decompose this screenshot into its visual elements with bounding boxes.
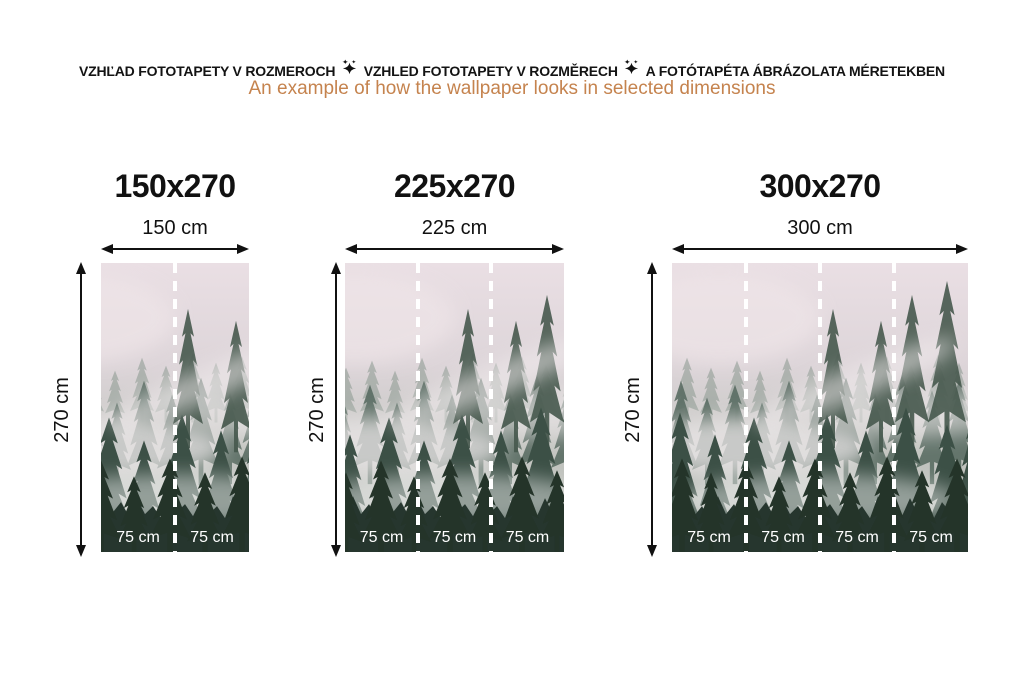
arrow-line xyxy=(684,248,956,250)
width-arrow xyxy=(101,243,249,255)
height-label: 270 cm xyxy=(51,377,73,443)
fold-divider-line xyxy=(892,263,896,552)
fold-divider-line xyxy=(173,263,177,552)
width-arrow xyxy=(345,243,564,255)
height-arrow xyxy=(330,262,342,557)
arrowhead-right-icon xyxy=(237,244,249,254)
arrowhead-down-icon xyxy=(76,545,86,557)
height-arrow xyxy=(75,262,87,557)
fold-divider-line xyxy=(818,263,822,552)
wallpaper-preview: 75 cm 75 cm xyxy=(101,263,249,552)
arrowhead-up-icon xyxy=(647,262,657,274)
dimension-panel-150x270: 150x270 150 cm 270 cm 75 cm 75 cm xyxy=(51,0,249,680)
fold-divider-line xyxy=(415,263,420,552)
segments-overlay: 75 cm 75 cm 75 cm 75 cm xyxy=(672,263,968,552)
fold-divider-line xyxy=(488,263,493,552)
arrowhead-right-icon xyxy=(956,244,968,254)
segments-overlay: 75 cm 75 cm 75 cm xyxy=(345,263,564,552)
panel-title: 225x270 xyxy=(393,168,516,204)
panel-title: 300x270 xyxy=(759,168,881,204)
segment-width-label: 75 cm xyxy=(116,529,160,546)
height-label: 270 cm xyxy=(306,377,328,443)
panel-segment: 75 cm xyxy=(744,263,820,552)
segment-width-label: 75 cm xyxy=(761,529,805,546)
page-title: VZHĽAD FOTOTAPETY V ROZMEROCH VZHLED FOT… xyxy=(0,59,1024,81)
height-label: 270 cm xyxy=(622,377,644,443)
title-part-hungarian: A FOTÓTAPÉTA ÁBRÁZOLATA MÉRETEKBEN xyxy=(645,63,946,80)
panel-segment: 75 cm xyxy=(101,263,175,552)
arrowhead-left-icon xyxy=(672,244,684,254)
title-part-czech: VZHLED FOTOTAPETY V ROZMĚRECH xyxy=(363,63,618,80)
segment-width-label: 75 cm xyxy=(359,529,404,546)
arrowhead-down-icon xyxy=(331,545,341,557)
arrowhead-up-icon xyxy=(331,262,341,274)
segment-width-label: 75 cm xyxy=(432,529,477,546)
panel-segment: 75 cm xyxy=(488,263,564,552)
arrow-line xyxy=(651,274,653,545)
arrowhead-up-icon xyxy=(76,262,86,274)
dimension-panel-225x270: 225x270 225 cm 270 cm 75 cm 75 cm 75 cm xyxy=(306,0,564,680)
fold-divider-line xyxy=(744,263,748,552)
arrowhead-left-icon xyxy=(345,244,357,254)
arrowhead-left-icon xyxy=(101,244,113,254)
panel-segment: 75 cm xyxy=(415,263,491,552)
segment-width-label: 75 cm xyxy=(687,529,731,546)
segment-width-label: 75 cm xyxy=(190,529,234,546)
arrow-line xyxy=(357,248,552,250)
page-subtitle: An example of how the wallpaper looks in… xyxy=(248,78,776,99)
arrow-line xyxy=(113,248,237,250)
wallpaper-preview: 75 cm 75 cm 75 cm 75 cm xyxy=(672,263,968,552)
segments-overlay: 75 cm 75 cm xyxy=(101,263,249,552)
panel-segment: 75 cm xyxy=(672,263,746,552)
sparkle-icon xyxy=(624,59,639,75)
panel-segment: 75 cm xyxy=(892,263,968,552)
arrow-line xyxy=(80,274,82,545)
width-arrow xyxy=(672,243,968,255)
width-label: 150 cm xyxy=(142,217,208,239)
panel-title: 150x270 xyxy=(114,168,236,204)
wallpaper-preview: 75 cm 75 cm 75 cm xyxy=(345,263,564,552)
segment-width-label: 75 cm xyxy=(505,529,550,546)
width-label: 225 cm xyxy=(421,217,488,239)
segment-width-label: 75 cm xyxy=(909,529,953,546)
segment-width-label: 75 cm xyxy=(835,529,879,546)
dimension-panel-300x270: 300x270 300 cm 270 cm 75 cm 75 cm 75 cm 75 … xyxy=(622,0,968,680)
panel-segment: 75 cm xyxy=(345,263,418,552)
panel-segment: 75 cm xyxy=(818,263,894,552)
arrowhead-right-icon xyxy=(552,244,564,254)
arrow-line xyxy=(335,274,337,545)
title-part-slovak: VZHĽAD FOTOTAPETY V ROZMEROCH xyxy=(79,63,336,80)
height-arrow xyxy=(646,262,658,557)
panel-segment: 75 cm xyxy=(173,263,249,552)
width-label: 300 cm xyxy=(787,217,853,239)
arrowhead-down-icon xyxy=(647,545,657,557)
